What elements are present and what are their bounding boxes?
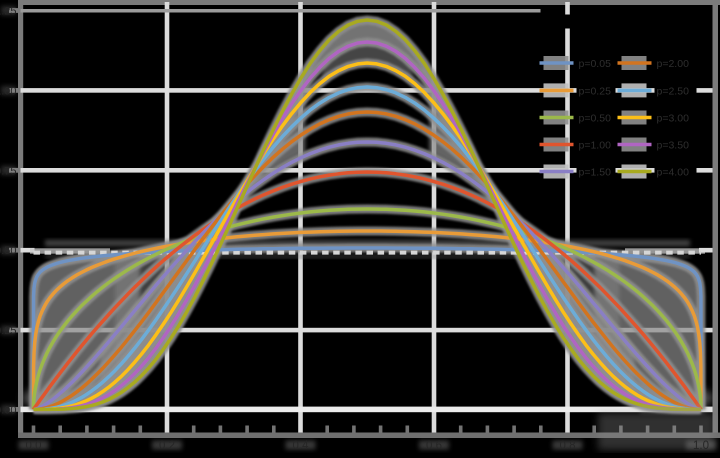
svg-text:p=4.00: p=4.00 xyxy=(657,167,690,179)
svg-text:0.8: 0.8 xyxy=(560,440,576,452)
svg-text:p=2.00: p=2.00 xyxy=(657,58,690,70)
svg-text:0.00: 0.00 xyxy=(0,404,17,416)
svg-text:0.2: 0.2 xyxy=(159,440,175,452)
svg-text:p=1.50: p=1.50 xyxy=(579,167,612,179)
svg-text:0.4: 0.4 xyxy=(293,440,310,452)
svg-text:p=0.05: p=0.05 xyxy=(579,58,612,70)
svg-text:1.00: 1.00 xyxy=(0,85,17,97)
svg-text:p=0.25: p=0.25 xyxy=(579,85,612,97)
svg-text:0.6: 0.6 xyxy=(426,440,442,452)
svg-text:0.50: 0.50 xyxy=(0,245,17,257)
svg-text:1.25: 1.25 xyxy=(0,6,17,18)
svg-text:p=3.00: p=3.00 xyxy=(657,113,690,125)
svg-text:0.0: 0.0 xyxy=(26,440,42,452)
svg-text:0.75: 0.75 xyxy=(0,165,17,177)
svg-text:p=2.50: p=2.50 xyxy=(657,85,690,97)
svg-text:1.0: 1.0 xyxy=(693,440,709,452)
svg-text:p=1.00: p=1.00 xyxy=(579,140,612,152)
svg-text:0.25: 0.25 xyxy=(0,325,17,337)
svg-text:p=3.50: p=3.50 xyxy=(657,140,690,152)
svg-text:p=0.50: p=0.50 xyxy=(579,113,612,125)
